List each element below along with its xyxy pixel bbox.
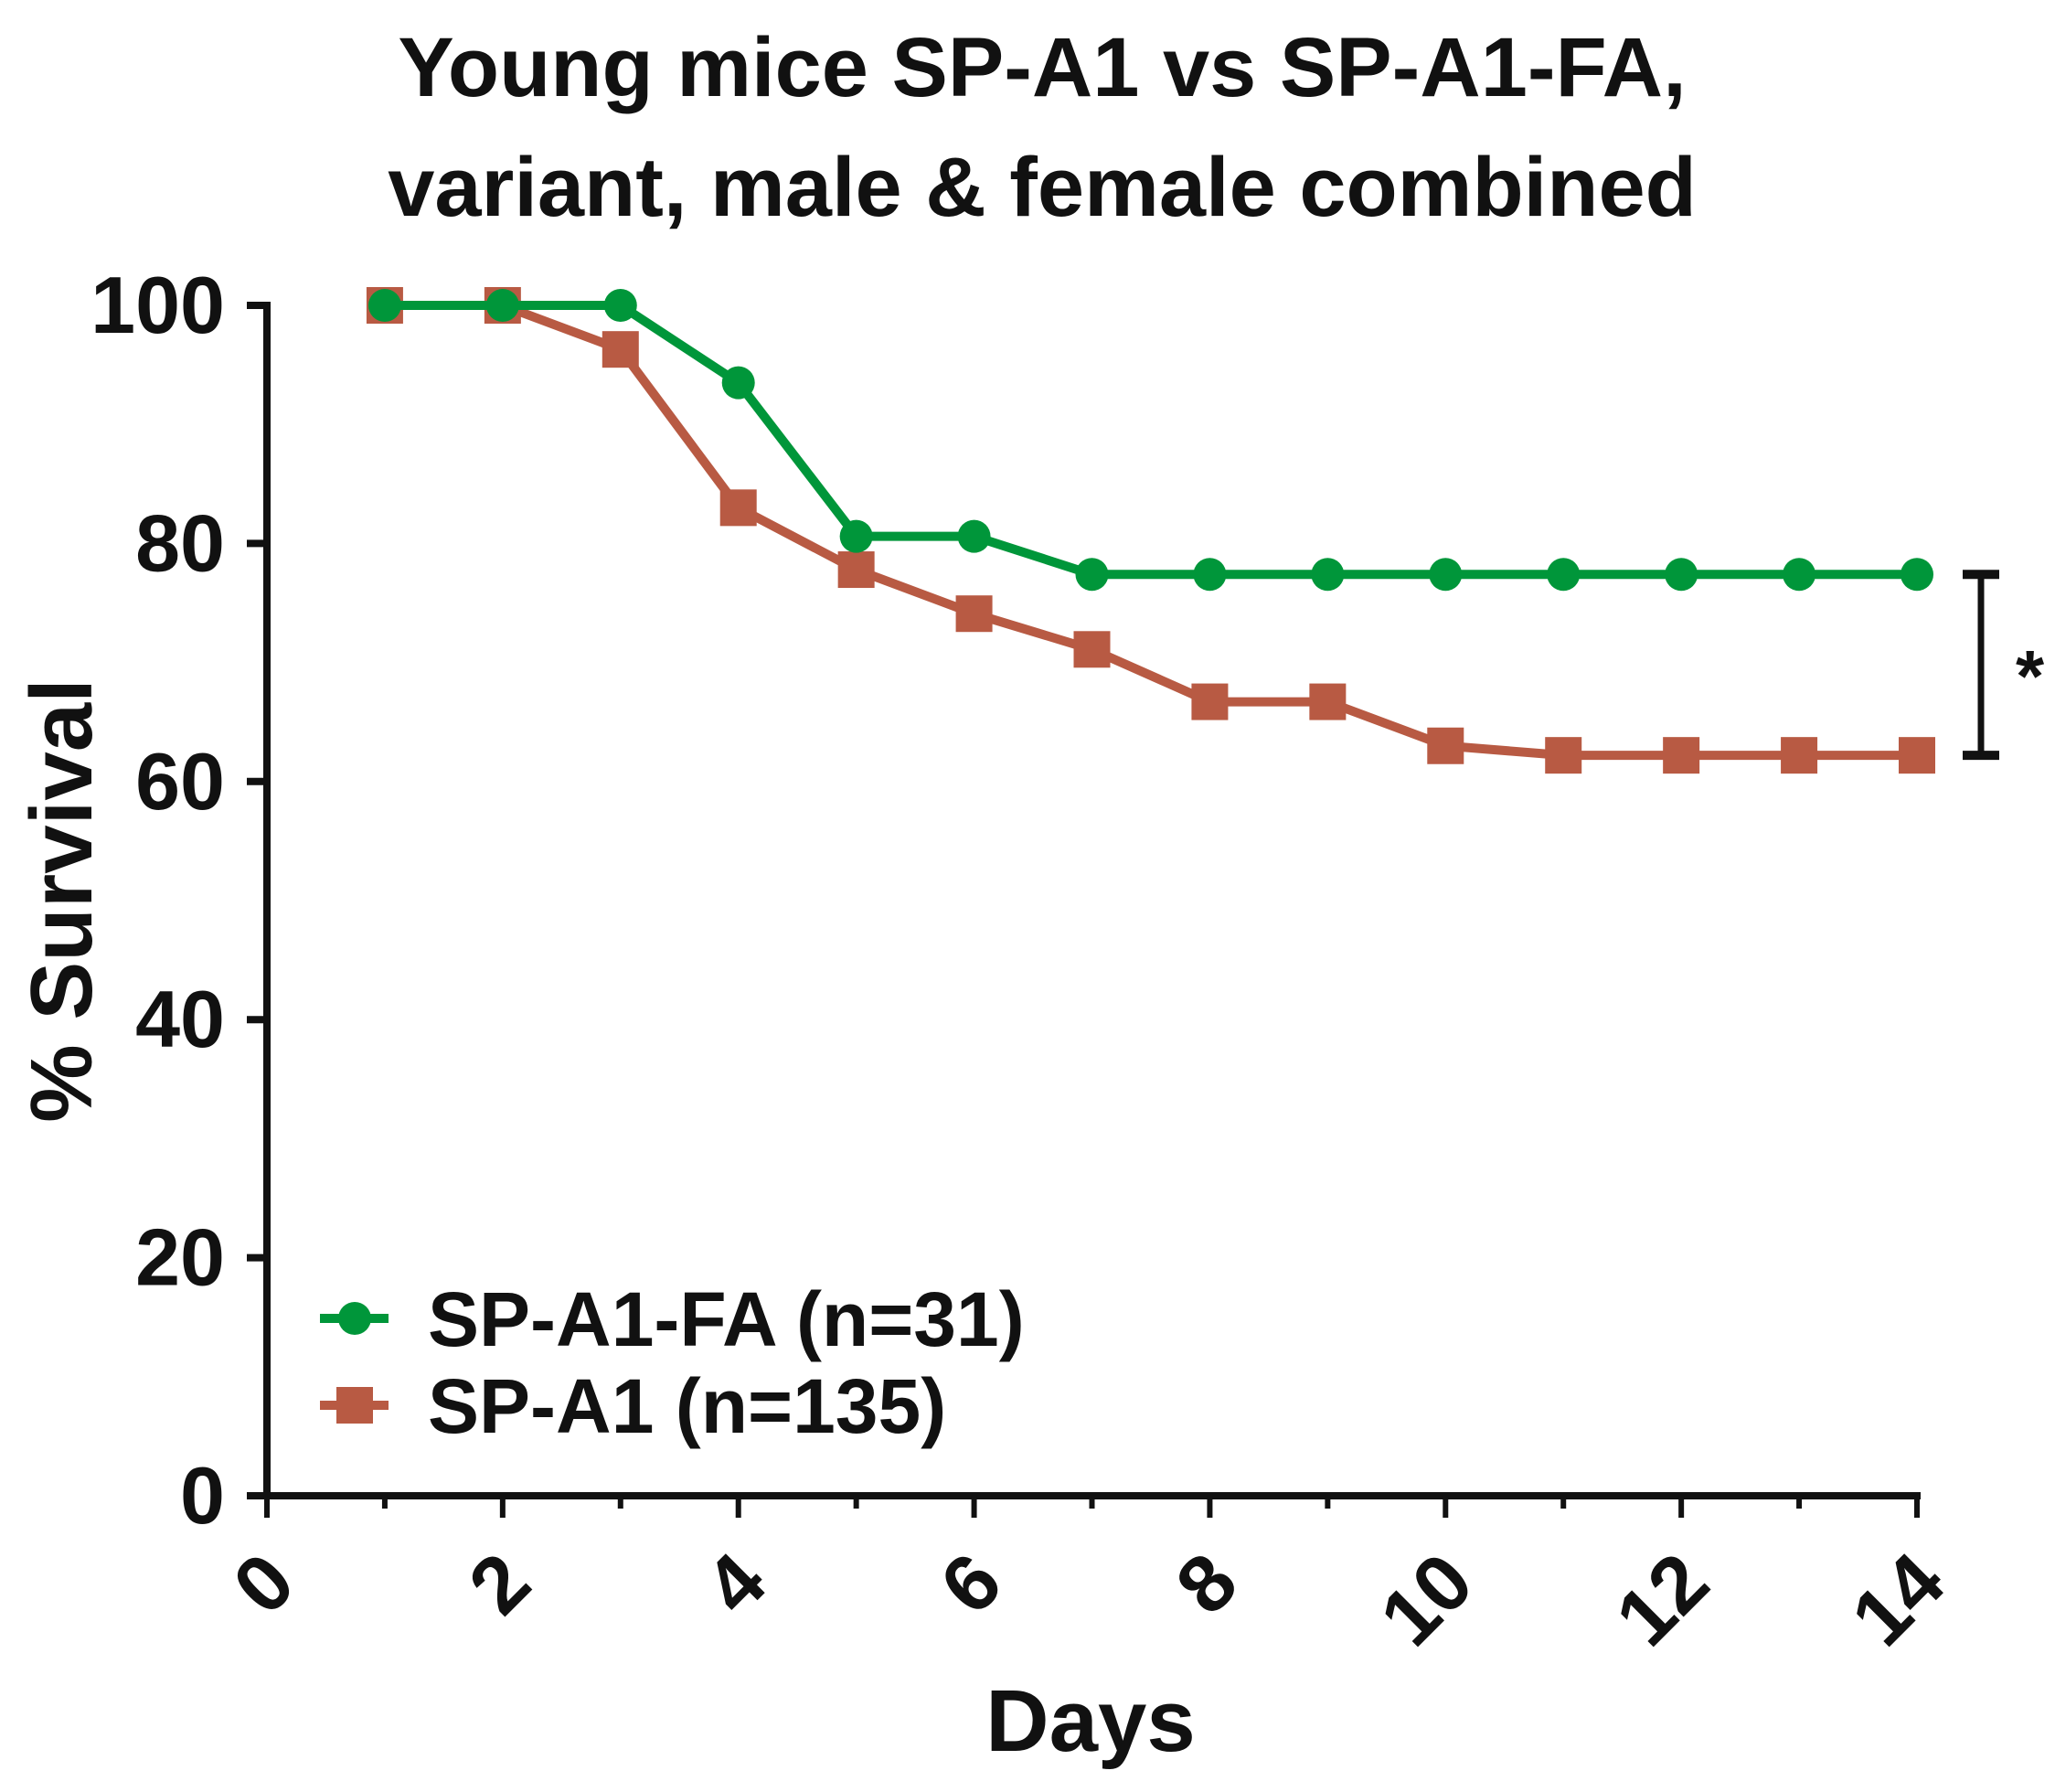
x-tick-label: 12 <box>1598 1535 1725 1662</box>
significance-star: * <box>2016 635 2045 717</box>
series-line-square <box>384 301 1917 761</box>
data-point-square <box>602 331 639 368</box>
data-point-circle <box>957 519 991 553</box>
series-line-circle <box>384 301 1917 580</box>
data-point-circle <box>367 289 401 322</box>
x-tick-label: 0 <box>216 1535 312 1631</box>
data-point-square <box>719 489 757 527</box>
x-tick-label: 14 <box>1834 1535 1961 1662</box>
data-point-circle <box>1193 558 1227 592</box>
data-point-circle <box>603 289 637 322</box>
data-point-square <box>1663 737 1700 774</box>
x-tick-label: 4 <box>687 1535 783 1631</box>
significance-annotation: * <box>1963 570 2045 761</box>
data-point-circle <box>1665 558 1698 592</box>
y-tick-label: 60 <box>135 736 225 827</box>
y-axis-label: % Survival <box>13 678 111 1123</box>
legend-marker-circle <box>338 1302 371 1335</box>
data-point-circle <box>485 289 519 322</box>
data-point-circle <box>1075 558 1109 592</box>
data-point-circle <box>839 519 873 553</box>
data-point-circle <box>1901 558 1933 592</box>
data-point-square <box>1899 737 1935 774</box>
x-tick-label: 6 <box>922 1535 1018 1631</box>
y-tick-label: 20 <box>135 1212 225 1303</box>
data-point-circle <box>721 366 755 400</box>
data-point-circle <box>1547 558 1581 592</box>
x-axis-label: Days <box>985 1672 1196 1770</box>
data-point-square <box>1309 683 1347 720</box>
y-tick-label: 0 <box>180 1450 225 1541</box>
data-point-square <box>1427 727 1464 764</box>
data-point-square <box>955 595 993 633</box>
data-point-square <box>837 551 875 589</box>
x-tick-label: 8 <box>1158 1535 1254 1631</box>
data-point-square <box>1545 737 1582 774</box>
axes: 0 20 40 60 80 100 0 2 4 6 8 10 12 14 <box>91 260 1961 1663</box>
x-tick-label: 2 <box>452 1535 548 1631</box>
x-tick-label: 10 <box>1362 1535 1489 1662</box>
y-tick-label: 40 <box>135 974 225 1064</box>
data-point-circle <box>1311 558 1345 592</box>
data-point-circle <box>1783 558 1816 592</box>
data-point-circle <box>1429 558 1463 592</box>
legend-label: SP-A1 (n=135) <box>428 1363 946 1449</box>
data-point-square <box>1073 631 1111 668</box>
data-point-square <box>1191 683 1229 720</box>
series-group <box>366 287 1935 774</box>
y-tick-label: 100 <box>91 260 225 350</box>
legend-label: SP-A1-FA (n=31) <box>428 1276 1025 1362</box>
chart-title-line-1: Young mice SP-A1 vs SP-A1-FA, <box>398 21 1686 114</box>
y-tick-label: 80 <box>135 497 225 588</box>
chart-title-line-2: variant, male & female combined <box>388 141 1697 234</box>
data-point-square <box>1781 737 1818 774</box>
legend: SP-A1-FA (n=31)SP-A1 (n=135) <box>320 1276 1025 1449</box>
legend-marker-square <box>336 1387 373 1424</box>
